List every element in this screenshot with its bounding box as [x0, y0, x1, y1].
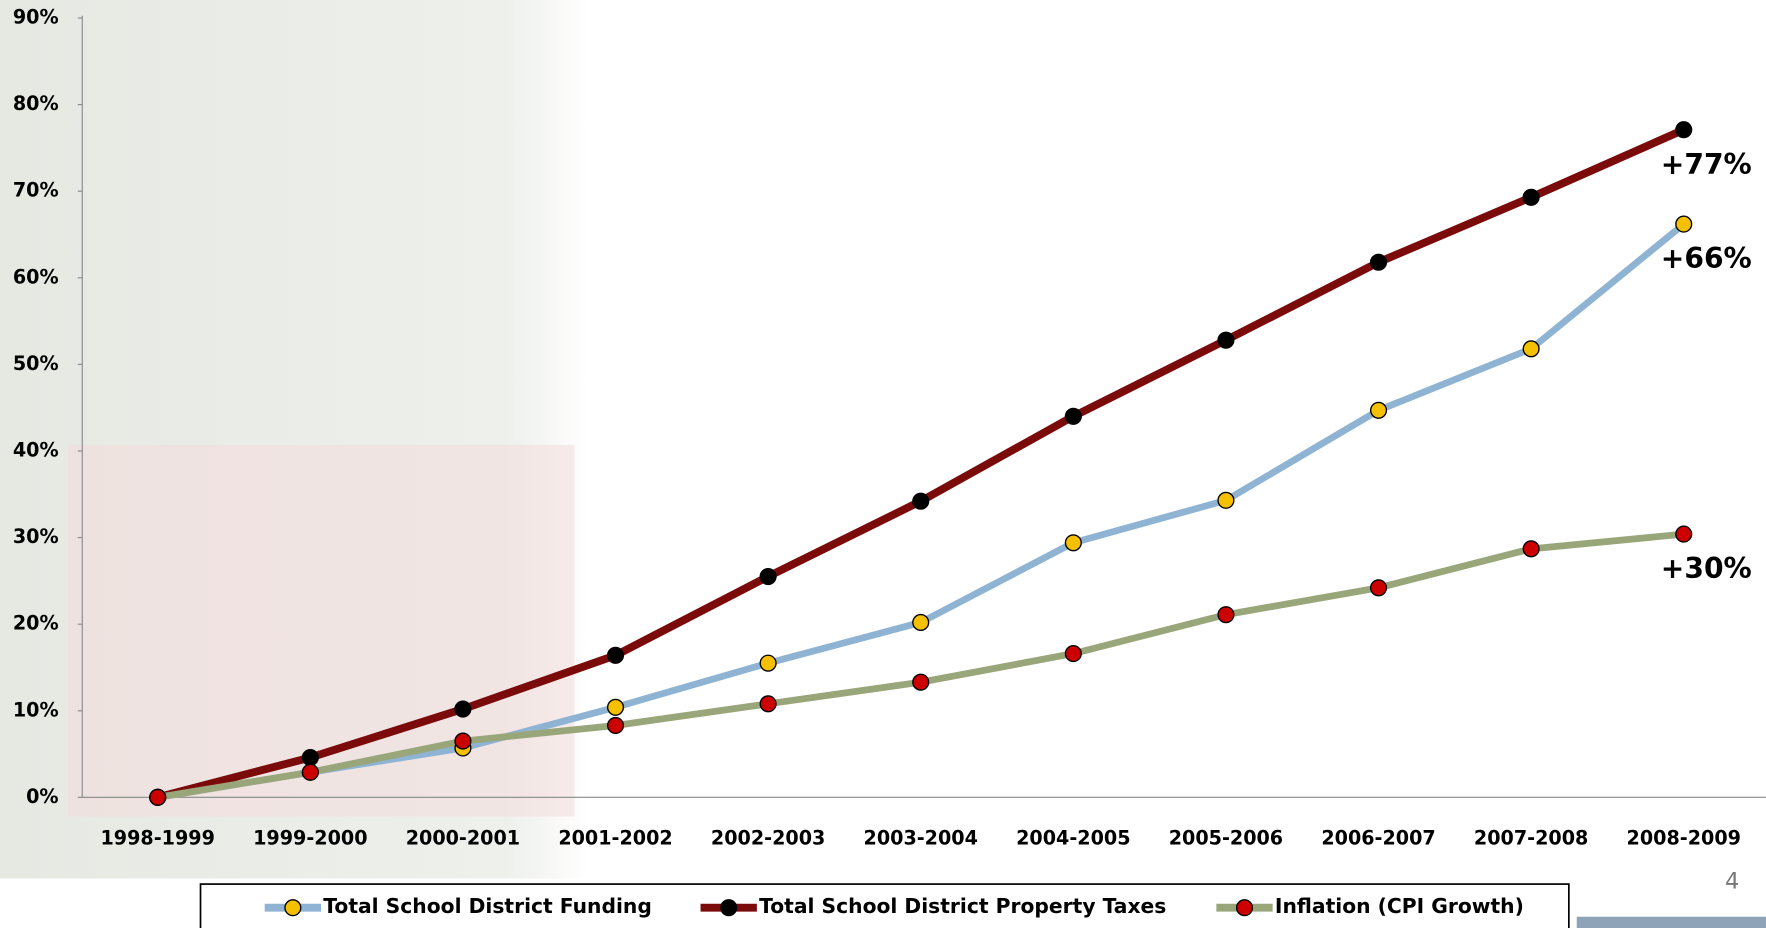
data-marker	[912, 492, 930, 510]
x-tick-label: 2000-2001	[406, 827, 520, 850]
sign-shape	[67, 444, 575, 817]
value-label: +66%	[1661, 242, 1752, 275]
y-tick-label: 90%	[13, 6, 59, 29]
page-number: 4	[1725, 868, 1739, 894]
data-marker	[912, 673, 930, 691]
y-tick-label: 10%	[13, 698, 59, 721]
data-marker	[759, 567, 777, 586]
y-tick-label: 50%	[13, 352, 59, 375]
legend-label: Total School District Funding	[323, 894, 652, 918]
legend-marker	[720, 899, 738, 917]
data-marker	[1217, 331, 1235, 349]
y-tick-label: 70%	[13, 179, 59, 202]
data-marker	[1675, 215, 1693, 233]
data-marker	[1522, 340, 1540, 358]
data-marker	[1064, 407, 1082, 425]
y-tick-label: 0%	[26, 785, 58, 808]
data-marker	[759, 695, 777, 713]
data-marker	[454, 700, 472, 718]
data-marker	[1064, 534, 1082, 552]
data-marker	[1675, 525, 1693, 543]
data-marker	[301, 748, 319, 767]
data-marker	[1369, 253, 1388, 271]
y-tick-label: 80%	[13, 92, 59, 115]
data-marker	[454, 732, 472, 750]
y-tick-label: 40%	[13, 438, 59, 461]
y-tick-label: 60%	[13, 265, 59, 288]
data-marker	[1675, 121, 1693, 139]
data-marker	[912, 613, 930, 631]
x-tick-label: 2007-2008	[1474, 827, 1588, 850]
x-tick-label: 2005-2006	[1169, 827, 1283, 850]
value-label: +30%	[1661, 552, 1752, 585]
legend-marker	[284, 899, 302, 917]
data-marker	[1217, 491, 1235, 509]
legend-box	[199, 883, 1570, 928]
data-marker	[1522, 188, 1540, 206]
data-marker	[149, 788, 167, 806]
corner-bar	[1576, 916, 1766, 928]
x-tick-label: 1999-2000	[253, 827, 367, 850]
data-marker	[1217, 606, 1235, 624]
data-marker	[1522, 540, 1540, 558]
x-tick-label: 2006-2007	[1321, 827, 1435, 850]
x-tick-label: 2002-2003	[711, 827, 825, 850]
y-tick-label: 30%	[13, 525, 59, 548]
data-marker	[1369, 401, 1388, 419]
x-tick-label: 2004-2005	[1016, 827, 1130, 850]
x-tick-label: 2003-2004	[864, 827, 978, 850]
data-marker	[606, 698, 625, 716]
x-tick-label: 2008-2009	[1627, 827, 1741, 850]
legend-label: Total School District Property Taxes	[759, 894, 1166, 918]
y-tick-label: 20%	[13, 612, 59, 635]
legend-label: Inflation (CPI Growth)	[1275, 894, 1524, 918]
data-marker	[1369, 579, 1388, 597]
x-tick-label: 1998-1999	[101, 827, 215, 850]
data-marker	[606, 716, 625, 735]
data-marker	[606, 646, 625, 664]
x-tick-label: 2001-2002	[558, 827, 672, 850]
data-marker	[759, 654, 777, 672]
data-marker	[1064, 645, 1082, 663]
value-label: +77%	[1661, 148, 1752, 181]
data-marker	[301, 763, 319, 781]
legend-marker	[1235, 899, 1254, 917]
